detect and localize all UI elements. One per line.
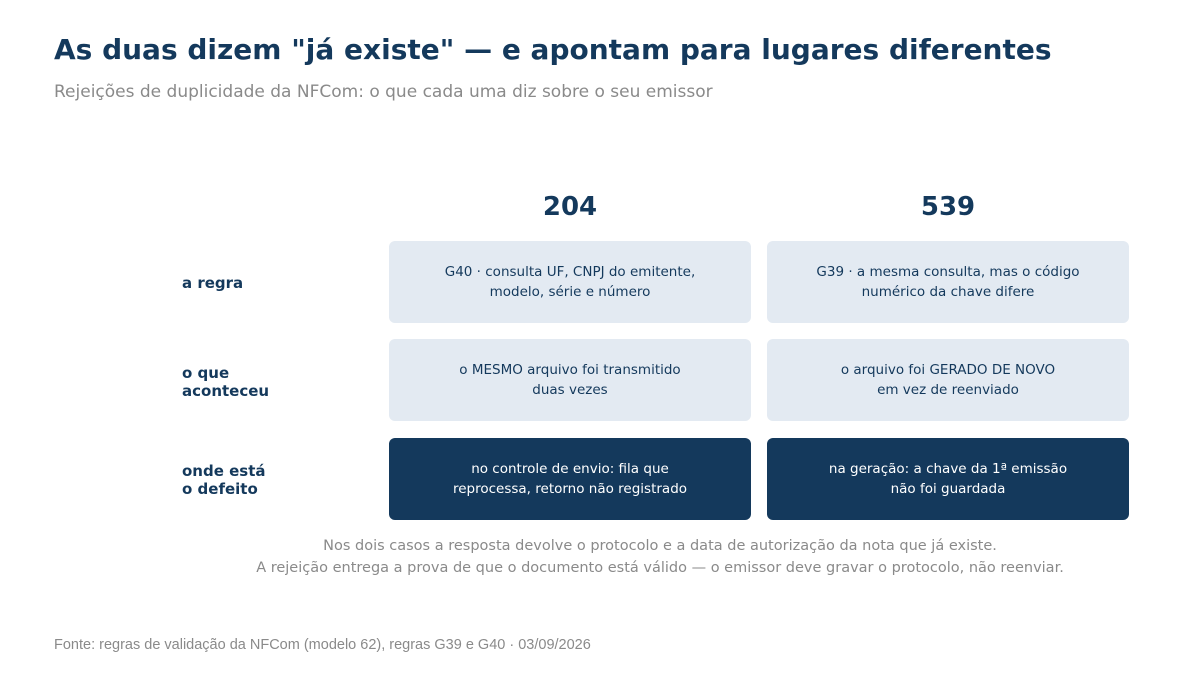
cell-rule-204: G40 · consulta UF, CNPJ do emitente, mod… — [389, 241, 751, 323]
page-title: As duas dizem "já existe" — e apontam pa… — [54, 33, 1052, 66]
source-note: Fonte: regras de validação da NFCom (mod… — [54, 637, 591, 653]
row-label-rule: a regra — [182, 274, 244, 292]
footnote-line-2: A rejeição entrega a prova de que o docu… — [256, 560, 1064, 576]
cell-rule-539: G39 · a mesma consulta, mas o código num… — [767, 241, 1129, 323]
cell-what-happened-539: o arquivo foi GERADO DE NOVO em vez de r… — [767, 339, 1129, 421]
column-header-204: 204 — [542, 192, 598, 222]
row-label-what-happened: o que aconteceu — [182, 364, 270, 400]
page-subtitle: Rejeições de duplicidade da NFCom: o que… — [54, 82, 713, 102]
column-header-539: 539 — [920, 192, 976, 222]
footnote-line-1: Nos dois casos a resposta devolve o prot… — [323, 538, 997, 554]
cell-defect-539: na geração: a chave da 1ª emissão não fo… — [767, 438, 1129, 520]
cell-what-happened-204: o MESMO arquivo foi transmitido duas vez… — [389, 339, 751, 421]
row-label-where-defect: onde está o defeito — [182, 462, 266, 498]
cell-defect-204: no controle de envio: fila que reprocess… — [389, 438, 751, 520]
